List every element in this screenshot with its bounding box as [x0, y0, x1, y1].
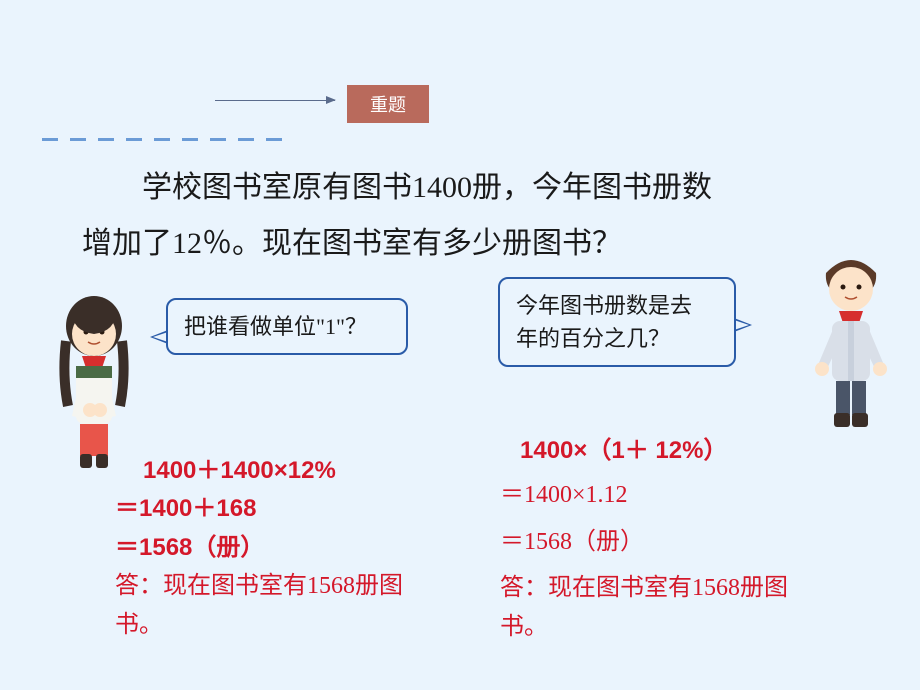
speech-bubble-right: 今年图书册数是去 年的百分之几？	[498, 277, 736, 367]
bubble-right-line2: 年的百分之几？	[516, 326, 670, 351]
solution-left: 1400＋1400×12% ＝1400＋168 ＝1568（册） 答：现在图书室…	[115, 452, 475, 644]
topic-badge: 重题	[347, 85, 429, 123]
bubble-right-line1: 今年图书册数是去	[516, 293, 692, 318]
sol-left-l5: 书。	[115, 606, 475, 644]
sol-left-l2: ＝1400＋168	[115, 495, 256, 522]
sol-right-l3: ＝1568（册）	[500, 529, 644, 555]
sol-right-l5: 书。	[500, 608, 860, 646]
boy-illustration	[804, 245, 899, 430]
sol-right-l4: 答：现在图书室有1568册图	[500, 569, 860, 607]
sol-left-l1: 1400＋1400×12%	[143, 457, 336, 484]
sol-left-l3: ＝1568（册）	[115, 534, 264, 561]
problem-text: 学校图书室原有图书1400册，今年图书册数 增加了12％。现在图书室有多少册图书…	[82, 160, 832, 271]
sol-right-l2: ＝1400×1.12	[500, 482, 628, 508]
problem-line2: 增加了12％。现在图书室有多少册图书？	[82, 227, 622, 260]
badge-label: 重题	[370, 91, 406, 117]
problem-line1: 学校图书室原有图书1400册，今年图书册数	[142, 171, 712, 204]
bubble-tail-right	[734, 318, 752, 332]
arrow-to-badge	[215, 100, 335, 101]
sol-right-l1: 1400×（1＋ 12%）	[520, 437, 727, 464]
solution-right: 1400×（1＋ 12%） ＝1400×1.12 ＝1568（册） 答：现在图书…	[500, 432, 860, 646]
dash-decoration	[42, 138, 282, 141]
sol-left-l4: 答：现在图书室有1568册图	[115, 567, 475, 605]
girl-illustration	[42, 286, 147, 471]
speech-bubble-left: 把谁看做单位"1"？	[166, 298, 408, 355]
bubble-left-text: 把谁看做单位"1"？	[184, 314, 367, 339]
